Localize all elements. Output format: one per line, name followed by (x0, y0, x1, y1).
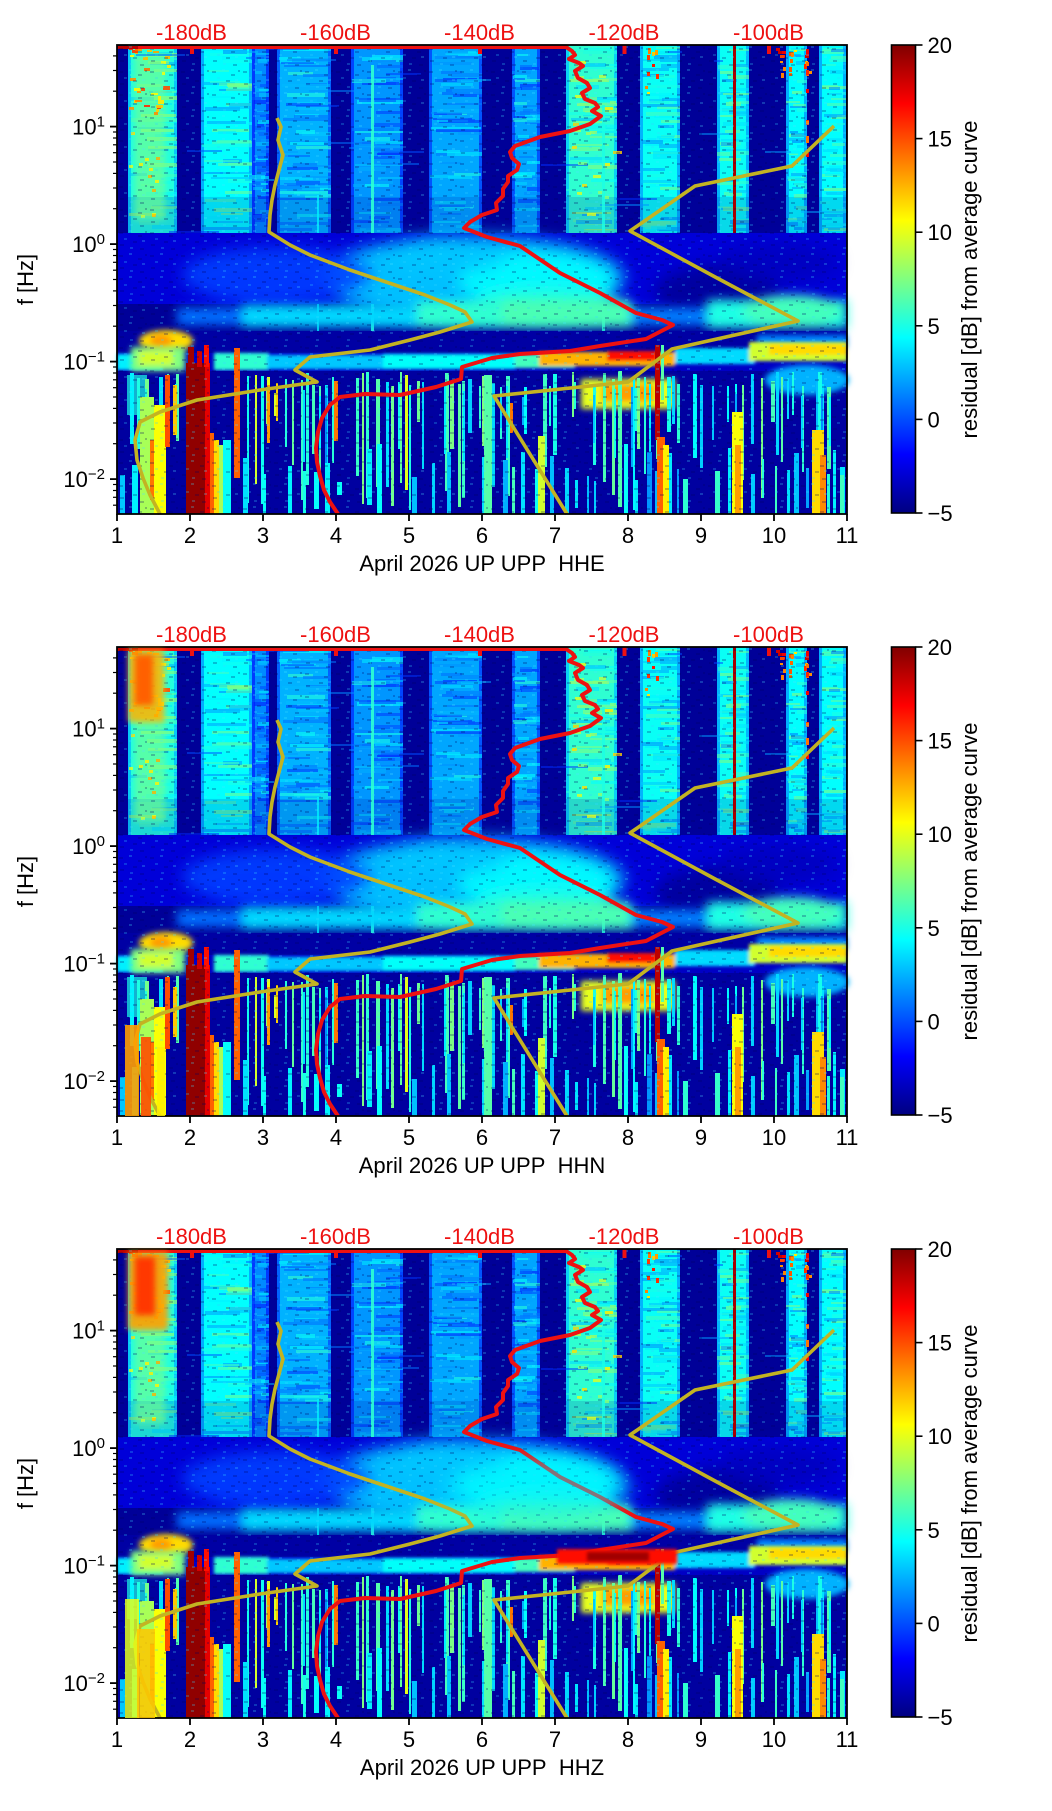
svg-text:5: 5 (928, 314, 940, 339)
svg-text:0: 0 (928, 1611, 940, 1636)
svg-text:10: 10 (762, 1727, 786, 1752)
svg-text:8: 8 (622, 1125, 634, 1150)
svg-text:1: 1 (111, 1125, 123, 1150)
svg-text:10−2: 10−2 (63, 466, 105, 492)
svg-text:10: 10 (928, 1424, 952, 1449)
svg-text:6: 6 (476, 523, 488, 548)
svg-text:5: 5 (928, 916, 940, 941)
svg-text:-100dB: -100dB (733, 1224, 804, 1249)
svg-text:9: 9 (695, 1125, 707, 1150)
svg-text:10: 10 (928, 822, 952, 847)
svg-text:11: 11 (836, 1727, 859, 1752)
svg-text:0: 0 (928, 1009, 940, 1034)
svg-text:−5: −5 (928, 501, 953, 526)
svg-text:15: 15 (928, 127, 952, 152)
svg-text:5: 5 (403, 523, 415, 548)
svg-text:-180dB: -180dB (156, 622, 227, 647)
svg-text:11: 11 (836, 1125, 859, 1150)
svg-text:-160dB: -160dB (300, 20, 371, 45)
svg-text:-100dB: -100dB (733, 20, 804, 45)
svg-text:-140dB: -140dB (444, 20, 515, 45)
svg-text:-120dB: -120dB (589, 1224, 660, 1249)
svg-text:4: 4 (330, 1125, 342, 1150)
svg-text:-160dB: -160dB (300, 622, 371, 647)
svg-text:−5: −5 (928, 1705, 953, 1730)
svg-text:5: 5 (403, 1727, 415, 1752)
svg-text:10: 10 (762, 523, 786, 548)
svg-text:5: 5 (403, 1125, 415, 1150)
svg-text:10: 10 (762, 1125, 786, 1150)
svg-text:f [Hz]: f [Hz] (13, 1458, 38, 1509)
svg-text:-160dB: -160dB (300, 1224, 371, 1249)
svg-text:15: 15 (928, 729, 952, 754)
svg-text:11: 11 (836, 523, 859, 548)
svg-text:2: 2 (184, 1125, 196, 1150)
svg-text:3: 3 (257, 1125, 269, 1150)
svg-text:100: 100 (72, 833, 105, 859)
svg-text:6: 6 (476, 1125, 488, 1150)
svg-text:residual [dB] from average cur: residual [dB] from average curve (957, 1325, 982, 1643)
svg-text:-180dB: -180dB (156, 1224, 227, 1249)
svg-text:7: 7 (549, 523, 561, 548)
svg-text:7: 7 (549, 1125, 561, 1150)
svg-text:residual [dB] from average cur: residual [dB] from average curve (957, 121, 982, 439)
svg-text:10−1: 10−1 (63, 1553, 105, 1579)
svg-text:20: 20 (928, 1237, 952, 1262)
svg-text:2: 2 (184, 1727, 196, 1752)
svg-text:0: 0 (928, 407, 940, 432)
svg-text:April 2026 UP UPP HHN: April 2026 UP UPP HHN (359, 1153, 606, 1178)
svg-text:residual [dB] from average cur: residual [dB] from average curve (957, 723, 982, 1041)
svg-text:15: 15 (928, 1331, 952, 1356)
svg-text:20: 20 (928, 33, 952, 58)
svg-text:April 2026 UP UPP HHZ: April 2026 UP UPP HHZ (360, 1755, 604, 1780)
svg-text:f [Hz]: f [Hz] (13, 254, 38, 305)
svg-text:3: 3 (257, 1727, 269, 1752)
svg-text:-140dB: -140dB (444, 622, 515, 647)
svg-text:-120dB: -120dB (589, 20, 660, 45)
svg-text:20: 20 (928, 635, 952, 660)
svg-text:8: 8 (622, 523, 634, 548)
svg-text:10−2: 10−2 (63, 1670, 105, 1696)
svg-text:1: 1 (111, 1727, 123, 1752)
svg-text:f [Hz]: f [Hz] (13, 856, 38, 907)
svg-text:−5: −5 (928, 1103, 953, 1128)
svg-text:-140dB: -140dB (444, 1224, 515, 1249)
svg-text:-120dB: -120dB (589, 622, 660, 647)
svg-text:9: 9 (695, 523, 707, 548)
svg-text:1: 1 (111, 523, 123, 548)
svg-text:April 2026 UP UPP HHE: April 2026 UP UPP HHE (359, 551, 604, 576)
svg-text:8: 8 (622, 1727, 634, 1752)
svg-text:4: 4 (330, 1727, 342, 1752)
svg-text:9: 9 (695, 1727, 707, 1752)
svg-text:7: 7 (549, 1727, 561, 1752)
svg-text:4: 4 (330, 523, 342, 548)
svg-text:10−2: 10−2 (63, 1068, 105, 1094)
svg-text:3: 3 (257, 523, 269, 548)
svg-text:5: 5 (928, 1518, 940, 1543)
svg-text:2: 2 (184, 523, 196, 548)
svg-text:6: 6 (476, 1727, 488, 1752)
svg-text:-100dB: -100dB (733, 622, 804, 647)
svg-text:101: 101 (72, 114, 105, 140)
svg-text:10: 10 (928, 220, 952, 245)
svg-text:-180dB: -180dB (156, 20, 227, 45)
